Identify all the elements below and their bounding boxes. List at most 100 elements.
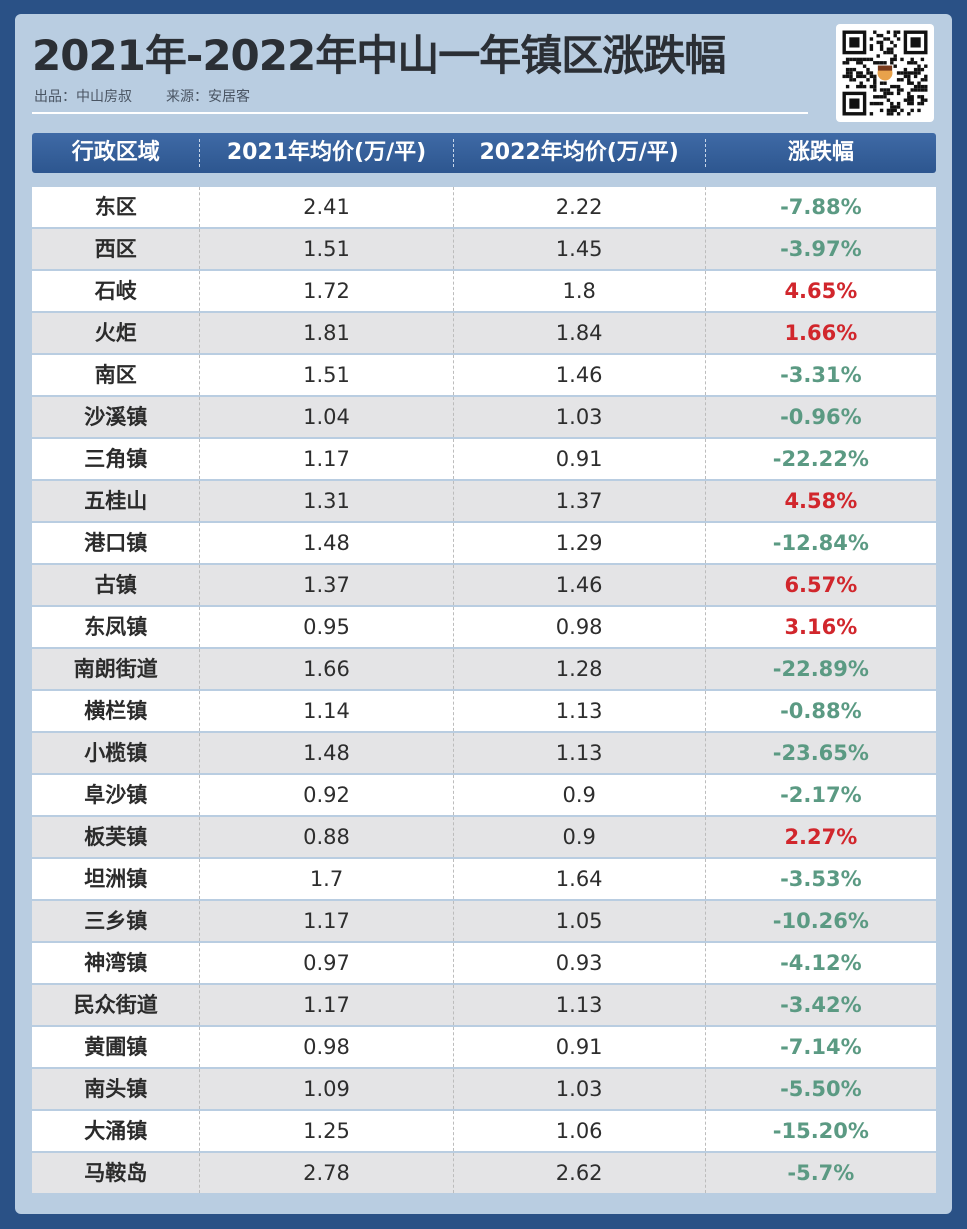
price-2021: 0.97 <box>199 943 452 983</box>
region-name: 阜沙镇 <box>84 783 148 807</box>
change-percent: -2.17% <box>704 775 936 815</box>
region-name: 西区 <box>94 237 137 261</box>
price-2022: 1.37 <box>452 481 705 521</box>
region-name: 三乡镇 <box>84 909 148 933</box>
change-percent: -10.26% <box>704 901 936 941</box>
change-percent: -12.84% <box>704 523 936 563</box>
price-2021: 1.48 <box>199 523 452 563</box>
table-row: 沙溪镇 1.04 1.03 -0.96% <box>32 397 936 437</box>
price-2021: 1.17 <box>199 901 452 941</box>
price-2022: 1.45 <box>452 229 705 269</box>
column-header-2022: 2022年均价(万/平) <box>479 140 679 165</box>
price-2021: 0.92 <box>199 775 452 815</box>
price-2022: 2.62 <box>452 1153 705 1193</box>
price-2022: 1.46 <box>452 565 705 605</box>
page-title: 2021年-2022年中山一年镇区涨跌幅 <box>32 31 726 80</box>
price-2022: 0.91 <box>452 1027 705 1067</box>
column-header-region: 行政区域 <box>71 140 160 165</box>
change-percent: 4.65% <box>704 271 936 311</box>
price-2021: 1.31 <box>199 481 452 521</box>
region-name: 板芙镇 <box>84 825 148 849</box>
region-name: 马鞍岛 <box>84 1161 148 1185</box>
price-2022: 1.03 <box>452 397 705 437</box>
region-name: 南区 <box>94 363 137 387</box>
price-2021: 1.04 <box>199 397 452 437</box>
price-2022: 1.28 <box>452 649 705 689</box>
price-2022: 1.13 <box>452 691 705 731</box>
change-percent: -4.12% <box>704 943 936 983</box>
change-percent: -22.89% <box>704 649 936 689</box>
price-2021: 0.95 <box>199 607 452 647</box>
change-percent: -3.31% <box>704 355 936 395</box>
table-row: 南区 1.51 1.46 -3.31% <box>32 355 936 395</box>
region-name: 黄圃镇 <box>84 1035 148 1059</box>
change-percent: -7.88% <box>704 187 936 227</box>
table-header: 行政区域 2021年均价(万/平) 2022年均价(万/平) 涨跌幅 <box>32 133 936 173</box>
change-percent: -22.22% <box>704 439 936 479</box>
price-2021: 2.78 <box>199 1153 452 1193</box>
table-row: 港口镇 1.48 1.29 -12.84% <box>32 523 936 563</box>
price-2021: 1.81 <box>199 313 452 353</box>
change-percent: -7.14% <box>704 1027 936 1067</box>
region-name: 港口镇 <box>84 531 148 555</box>
price-2022: 1.06 <box>452 1111 705 1151</box>
region-name: 东区 <box>94 195 137 219</box>
table-row: 古镇 1.37 1.46 6.57% <box>32 565 936 605</box>
change-percent: -3.97% <box>704 229 936 269</box>
column-header-2021: 2021年均价(万/平) <box>226 140 427 165</box>
price-2021: 1.25 <box>199 1111 452 1151</box>
change-percent: -3.42% <box>704 985 936 1025</box>
table-row: 五桂山 1.31 1.37 4.58% <box>32 481 936 521</box>
table-row: 横栏镇 1.14 1.13 -0.88% <box>32 691 936 731</box>
price-2021: 1.09 <box>199 1069 452 1109</box>
change-percent: -5.7% <box>704 1153 936 1193</box>
table-row: 三乡镇 1.17 1.05 -10.26% <box>32 901 936 941</box>
price-2022: 1.8 <box>452 271 705 311</box>
region-name: 古镇 <box>94 573 137 597</box>
region-name: 小榄镇 <box>84 741 148 765</box>
table-row: 火炬 1.81 1.84 1.66% <box>32 313 936 353</box>
region-name: 南头镇 <box>84 1077 148 1101</box>
table-row: 小榄镇 1.48 1.13 -23.65% <box>32 733 936 773</box>
region-name: 神湾镇 <box>84 951 148 975</box>
change-percent: 1.66% <box>704 313 936 353</box>
region-name: 民众街道 <box>73 993 158 1017</box>
table-row: 西区 1.51 1.45 -3.97% <box>32 229 936 269</box>
region-name: 石岐 <box>94 279 137 303</box>
change-percent: 3.16% <box>704 607 936 647</box>
table-row: 神湾镇 0.97 0.93 -4.12% <box>32 943 936 983</box>
producer-label: 出品：中山房叔 <box>34 89 132 105</box>
table-row: 三角镇 1.17 0.91 -22.22% <box>32 439 936 479</box>
price-2022: 1.03 <box>452 1069 705 1109</box>
table-row: 南头镇 1.09 1.03 -5.50% <box>32 1069 936 1109</box>
region-name: 三角镇 <box>84 447 148 471</box>
price-2022: 0.98 <box>452 607 705 647</box>
change-percent: -23.65% <box>704 733 936 773</box>
price-2022: 1.13 <box>452 985 705 1025</box>
price-2021: 0.98 <box>199 1027 452 1067</box>
credits: 出品：中山房叔 来源：安居客 <box>34 86 284 106</box>
price-2022: 0.9 <box>452 817 705 857</box>
change-percent: -3.53% <box>704 859 936 899</box>
change-percent: -0.96% <box>704 397 936 437</box>
region-name: 大涌镇 <box>84 1119 148 1143</box>
price-2022: 1.05 <box>452 901 705 941</box>
region-name: 火炬 <box>94 321 137 345</box>
qr-code-icon <box>836 24 934 122</box>
table-row: 东区 2.41 2.22 -7.88% <box>32 187 936 227</box>
table-row: 坦洲镇 1.7 1.64 -3.53% <box>32 859 936 899</box>
price-2021: 0.88 <box>199 817 452 857</box>
change-percent: 6.57% <box>704 565 936 605</box>
table-row: 马鞍岛 2.78 2.62 -5.7% <box>32 1153 936 1193</box>
price-2021: 1.14 <box>199 691 452 731</box>
price-2022: 1.46 <box>452 355 705 395</box>
table-body: 东区 2.41 2.22 -7.88% 西区 1.51 1.45 -3.97% 石岐 1.72 1.… <box>32 187 936 1195</box>
price-2021: 1.7 <box>199 859 452 899</box>
table-row: 板芙镇 0.88 0.9 2.27% <box>32 817 936 857</box>
table-row: 阜沙镇 0.92 0.9 -2.17% <box>32 775 936 815</box>
price-2021: 1.51 <box>199 229 452 269</box>
price-2021: 1.48 <box>199 733 452 773</box>
region-name: 横栏镇 <box>84 699 148 723</box>
change-percent: -5.50% <box>704 1069 936 1109</box>
title-divider <box>32 112 808 114</box>
